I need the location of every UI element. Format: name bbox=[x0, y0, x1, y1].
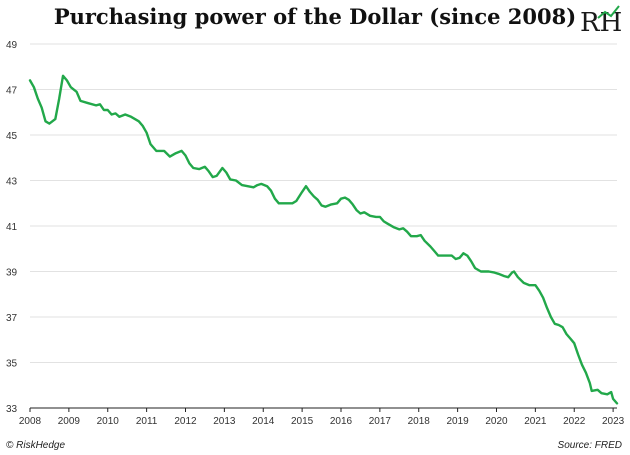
series-line-purchasing-power bbox=[28, 74, 619, 405]
x-tick-label: 2014 bbox=[252, 416, 275, 427]
chart-title: Purchasing power of the Dollar (since 20… bbox=[53, 4, 577, 29]
x-tick-label: 2018 bbox=[408, 416, 431, 427]
y-tick-label: 35 bbox=[6, 359, 18, 370]
copyright-text: © RiskHedge bbox=[6, 440, 66, 451]
x-tick-label: 2010 bbox=[97, 416, 120, 427]
x-tick-label: 2008 bbox=[19, 416, 42, 427]
x-tick-label: 2021 bbox=[524, 416, 547, 427]
y-tick-label: 41 bbox=[6, 222, 18, 233]
gridlines bbox=[30, 43, 617, 409]
y-tick-label: 49 bbox=[6, 40, 18, 51]
logo-arrow-icon bbox=[597, 5, 620, 19]
x-tick-label: 2016 bbox=[330, 416, 353, 427]
source-text: Source: FRED bbox=[557, 440, 622, 451]
y-tick-label: 37 bbox=[6, 313, 18, 324]
y-axis-ticks: 33 35 37 39 41 43 45 47 49 bbox=[6, 40, 18, 415]
x-tick-label: 2023 bbox=[602, 416, 625, 427]
x-tick-label: 2019 bbox=[446, 416, 469, 427]
x-tick-label: 2012 bbox=[174, 416, 197, 427]
riskhedge-logo: RH bbox=[580, 5, 622, 36]
x-axis-ticks: 2008 2009 2010 2011 2012 2013 2014 2015 2016 2017… bbox=[19, 408, 625, 427]
x-tick-label: 2011 bbox=[136, 416, 158, 427]
x-tick-label: 2017 bbox=[369, 416, 392, 427]
x-tick-label: 2020 bbox=[485, 416, 508, 427]
y-tick-label: 33 bbox=[6, 404, 18, 415]
x-tick-label: 2015 bbox=[291, 416, 314, 427]
logo-text: RH bbox=[580, 8, 622, 36]
y-tick-label: 39 bbox=[6, 268, 18, 279]
x-tick-label: 2009 bbox=[58, 416, 81, 427]
x-tick-label: 2022 bbox=[563, 416, 586, 427]
y-tick-label: 43 bbox=[6, 177, 18, 188]
x-tick-label: 2013 bbox=[213, 416, 236, 427]
y-tick-label: 47 bbox=[6, 86, 18, 97]
y-tick-label: 45 bbox=[6, 131, 18, 142]
